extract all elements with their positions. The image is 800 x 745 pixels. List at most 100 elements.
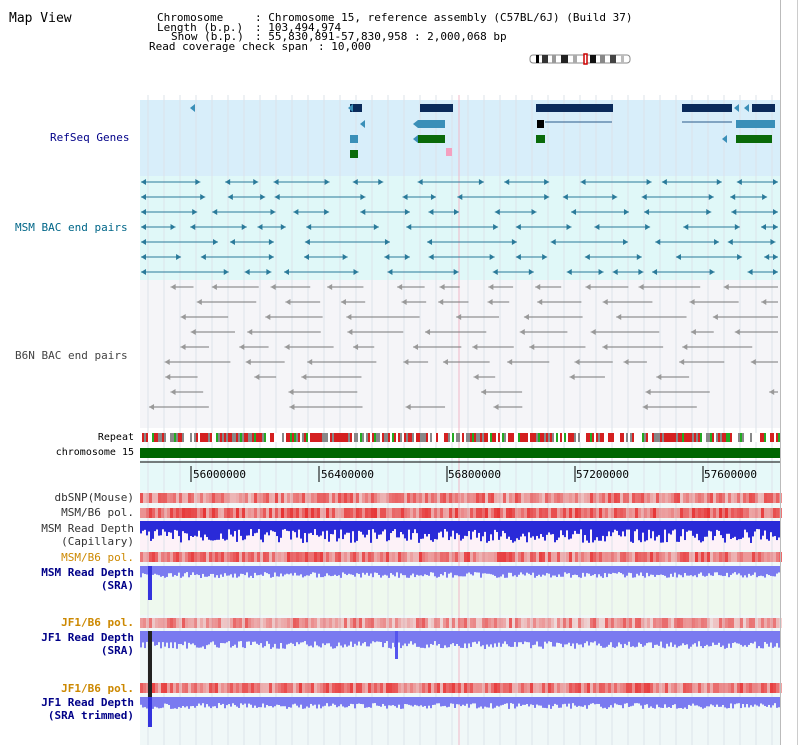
- bac-end-marker: [413, 344, 419, 350]
- read-depth-bar: [186, 521, 188, 534]
- read-depth-bar: [560, 566, 562, 577]
- polymorphism-cell: [179, 508, 182, 518]
- read-depth-bar: [182, 521, 184, 532]
- ideogram-position-marker[interactable]: [583, 53, 588, 65]
- read-depth-bar: [310, 566, 312, 575]
- polymorphism-cell: [548, 618, 551, 628]
- polymorphism-cell: [392, 493, 395, 503]
- track-label-msm-pol-2[interactable]: MSM/B6 pol.: [61, 551, 134, 564]
- repeat-segment: [704, 433, 706, 442]
- polymorphism-cell: [167, 552, 170, 562]
- repeat-segment: [646, 433, 648, 442]
- read-depth-bar: [356, 697, 358, 704]
- read-depth-bar: [576, 697, 578, 707]
- read-depth-bar: [764, 521, 766, 531]
- track-label-msm-bac[interactable]: MSM BAC end pairs: [15, 221, 128, 234]
- polymorphism-cell: [401, 508, 404, 518]
- read-depth-bar: [692, 521, 694, 536]
- ideogram-band: [536, 55, 539, 63]
- polymorphism-cell: [245, 493, 248, 503]
- track-label-jf1-depth-trim[interactable]: JF1 Read Depth: [41, 696, 134, 709]
- track-label-dbsnp[interactable]: dbSNP(Mouse): [54, 491, 134, 504]
- track-label-jf1-pol[interactable]: JF1/B6 pol.: [61, 616, 134, 629]
- polymorphism-cell: [506, 508, 509, 518]
- read-depth-bar: [184, 566, 186, 574]
- bac-end-marker: [170, 284, 176, 290]
- read-depth-bar: [774, 697, 776, 704]
- polymorphism-cell: [161, 683, 164, 693]
- polymorphism-cell: [650, 683, 653, 693]
- read-depth-bar: [344, 566, 346, 574]
- polymorphism-cell: [749, 508, 752, 518]
- read-depth-bar: [608, 521, 610, 532]
- polymorphism-cell: [440, 618, 443, 628]
- polymorphism-cell: [572, 493, 575, 503]
- gene-feature: [350, 104, 362, 112]
- polymorphism-cell: [479, 493, 482, 503]
- polymorphism-cell: [641, 508, 644, 518]
- read-depth-bar: [350, 697, 352, 704]
- read-depth-bar: [344, 631, 346, 645]
- polymorphism-cell: [707, 683, 710, 693]
- bac-end-marker: [353, 269, 359, 275]
- read-depth-bar: [330, 566, 332, 577]
- read-depth-bar: [480, 566, 482, 578]
- polymorphism-cell: [584, 508, 587, 518]
- read-depth-bar: [302, 631, 304, 643]
- read-depth-bar: [618, 566, 620, 573]
- polymorphism-cell: [419, 508, 422, 518]
- track-label-msm-depth-cap[interactable]: MSM Read Depth: [41, 522, 134, 535]
- track-label-jf1-pol-2[interactable]: JF1/B6 pol.: [61, 682, 134, 695]
- polymorphism-cell: [515, 508, 518, 518]
- track-label-msm-pol[interactable]: MSM/B6 pol.: [61, 506, 134, 519]
- read-depth-bar: [566, 566, 568, 574]
- repeat-segment: [604, 433, 606, 442]
- polymorphism-cell: [671, 493, 674, 503]
- chromosome-ideogram[interactable]: [528, 52, 634, 66]
- read-depth-bar: [224, 566, 226, 574]
- track-label-refseq[interactable]: RefSeq Genes: [50, 131, 130, 144]
- polymorphism-cell: [752, 552, 755, 562]
- track-label-b6n-bac[interactable]: B6N BAC end pairs: [15, 349, 128, 362]
- gene-feature: [536, 135, 545, 143]
- polymorphism-cell: [443, 552, 446, 562]
- polymorphism-cell: [641, 618, 644, 628]
- polymorphism-cell: [269, 508, 272, 518]
- polymorphism-cell: [386, 552, 389, 562]
- polymorphism-cell: [194, 618, 197, 628]
- polymorphism-cell: [521, 618, 524, 628]
- read-depth-bar: [742, 631, 744, 647]
- repeat-segment: [370, 433, 372, 442]
- polymorphism-cell: [155, 493, 158, 503]
- polymorphism-cell: [758, 508, 761, 518]
- read-depth-bar: [594, 697, 596, 705]
- read-depth-bar: [398, 697, 400, 705]
- polymorphism-cell: [749, 618, 752, 628]
- repeat-segment: [588, 433, 590, 442]
- polymorphism-cell: [449, 552, 452, 562]
- bac-end-marker: [442, 359, 448, 365]
- read-depth-bar: [642, 566, 644, 577]
- read-depth-bar: [226, 697, 228, 706]
- track-label-msm-depth-sra[interactable]: MSM Read Depth: [41, 566, 134, 579]
- read-depth-bar: [230, 566, 232, 575]
- polymorphism-cell: [479, 618, 482, 628]
- read-depth-bar: [612, 631, 614, 648]
- read-depth-bar: [350, 631, 352, 642]
- polymorphism-cell: [251, 493, 254, 503]
- read-depth-bar: [318, 566, 320, 574]
- polymorphism-cell: [476, 493, 479, 503]
- polymorphism-cell: [626, 683, 629, 693]
- polymorphism-cell: [278, 508, 281, 518]
- polymorphism-cell: [464, 493, 467, 503]
- read-depth-bar: [480, 521, 482, 542]
- track-label-jf1-depth[interactable]: JF1 Read Depth: [41, 631, 134, 644]
- read-depth-bar: [294, 566, 296, 573]
- repeat-segment: [386, 433, 388, 442]
- polymorphism-cell: [587, 552, 590, 562]
- polymorphism-cell: [476, 508, 479, 518]
- polymorphism-cell: [284, 552, 287, 562]
- polymorphism-cell: [743, 618, 746, 628]
- polymorphism-cell: [680, 508, 683, 518]
